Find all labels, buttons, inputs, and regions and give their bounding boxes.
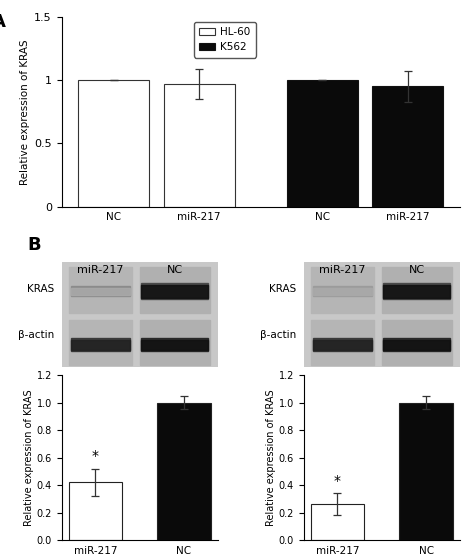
Bar [78,80,149,207]
Bar [157,403,210,540]
Text: A: A [0,13,6,31]
Bar [313,340,373,350]
Bar [311,505,364,540]
Text: KRAS: KRAS [269,285,296,295]
Bar [140,320,210,365]
Y-axis label: Relative expression of KRAS: Relative expression of KRAS [20,39,30,184]
Bar [71,340,130,350]
Bar [287,80,358,207]
Bar [69,320,132,365]
Text: β-actin: β-actin [18,330,54,340]
Bar [69,267,132,312]
Bar [383,340,450,350]
Bar [141,338,209,351]
Text: NC: NC [167,265,183,275]
Bar [383,285,450,298]
Text: B: B [28,236,41,255]
Bar [141,283,209,299]
Bar [71,338,130,351]
Bar [382,320,452,365]
Bar [382,267,452,312]
Bar [141,340,209,350]
Bar [372,86,443,207]
Text: miR-217: miR-217 [319,265,366,275]
Bar [313,338,373,351]
Bar [140,267,210,312]
Text: *: * [92,449,99,463]
Bar [311,267,374,312]
Text: β-actin: β-actin [260,330,296,340]
Legend: HL-60, K562: HL-60, K562 [194,22,256,57]
Bar [69,482,122,540]
Bar [311,320,374,365]
Bar [313,289,373,295]
Text: *: * [334,474,341,488]
Bar [313,286,373,296]
Text: NC: NC [409,265,425,275]
Bar [71,286,130,296]
Bar [71,289,130,295]
Text: miR-217: miR-217 [77,265,124,275]
Bar [164,84,235,207]
Y-axis label: Relative expression of KRAS: Relative expression of KRAS [24,389,34,526]
Y-axis label: Relative expression of KRAS: Relative expression of KRAS [266,389,276,526]
Text: KRAS: KRAS [27,285,54,295]
Bar [383,283,450,299]
Bar [383,338,450,351]
Bar [400,403,453,540]
Bar [141,285,209,298]
